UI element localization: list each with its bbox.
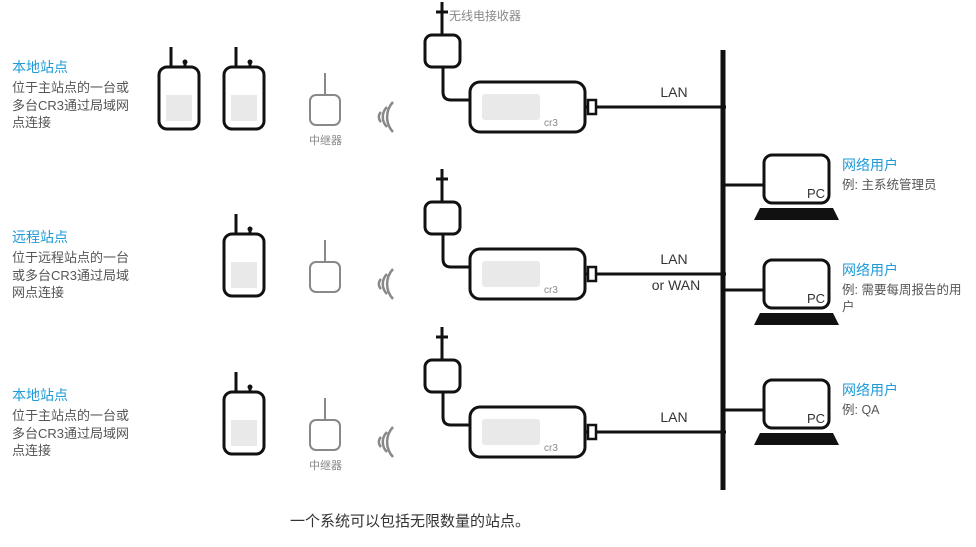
pc-1-title: 网络用户 [842,155,967,175]
pc-1-text: 网络用户 例: 主系统管理员 [842,155,967,194]
pc-1-desc: 例: 主系统管理员 [842,177,967,194]
row2-desc: 位于远程站点的一台或多台CR3通过局域网点连接 [12,249,137,302]
row1-cr3-label: cr3 [544,118,558,129]
row3-radio-1 [215,370,280,465]
footer-text: 一个系统可以包括无限数量的站点。 [290,510,530,531]
pc-3 [724,375,854,455]
pc-1-inner-label: PC [807,186,825,201]
row2-text-block: 远程站点 位于远程站点的一台或多台CR3通过局域网点连接 [12,227,137,302]
row3-title: 本地站点 [12,385,137,405]
pc-2-title: 网络用户 [842,260,967,280]
row1-text-block: 本地站点 位于主站点的一台或多台CR3通过局域网点连接 [12,57,137,132]
row1-title: 本地站点 [12,57,137,77]
row1-lan-label: LAN [644,84,704,100]
row3-lan-label: LAN [644,409,704,425]
row3-desc: 位于主站点的一台或多台CR3通过局域网点连接 [12,407,137,460]
pc-2 [724,255,854,335]
row3-text-block: 本地站点 位于主站点的一台或多台CR3通过局域网点连接 [12,385,137,460]
row2-repeater [300,237,350,307]
row2-lan-label-2: or WAN [636,277,716,293]
row2-radio-1 [215,212,280,307]
row3-receiver-unit [410,325,630,475]
pc-3-desc: 例: QA [842,402,967,419]
row3-wifi-icon [365,421,407,463]
pc-3-inner-label: PC [807,411,825,426]
row3-repeater-label: 中继器 [309,457,342,473]
row1-desc: 位于主站点的一台或多台CR3通过局域网点连接 [12,79,137,132]
pc-1 [724,150,854,230]
row1-repeater-label: 中继器 [309,132,342,148]
pc-3-title: 网络用户 [842,380,967,400]
row3-lan-line [608,429,726,435]
row2-wifi-icon [365,263,407,305]
row2-receiver-unit [410,167,630,317]
row1-lan-line [608,104,726,110]
row2-cr3-label: cr3 [544,285,558,296]
row3-repeater [300,395,350,465]
row1-repeater [300,70,350,140]
row1-receiver-unit [410,0,630,150]
row1-radio-1 [150,45,215,140]
row3-cr3-label: cr3 [544,443,558,454]
pc-2-inner-label: PC [807,291,825,306]
pc-3-text: 网络用户 例: QA [842,380,967,419]
row2-lan-label-1: LAN [644,251,704,267]
pc-2-text: 网络用户 例: 需要每周报告的用户 [842,260,967,316]
row2-title: 远程站点 [12,227,137,247]
row1-wifi-icon [365,96,407,138]
pc-2-desc: 例: 需要每周报告的用户 [842,282,967,316]
row1-radio-2 [215,45,280,140]
